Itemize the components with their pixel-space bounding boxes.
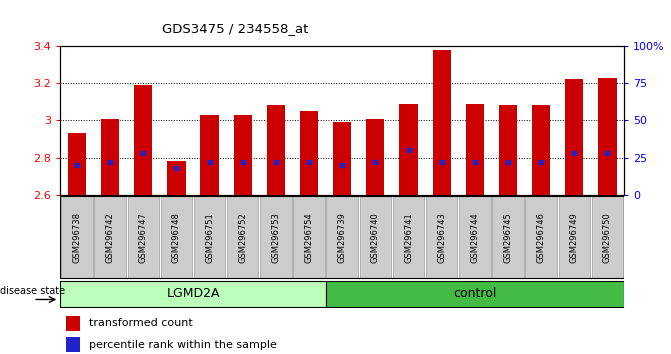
Text: GSM296750: GSM296750 <box>603 212 612 263</box>
FancyBboxPatch shape <box>160 196 192 278</box>
Bar <box>333 122 352 195</box>
Text: GSM296742: GSM296742 <box>105 212 115 263</box>
Text: GSM296744: GSM296744 <box>470 212 479 263</box>
Bar <box>433 50 451 195</box>
Text: GSM296740: GSM296740 <box>371 212 380 263</box>
Text: GSM296752: GSM296752 <box>238 212 247 263</box>
FancyBboxPatch shape <box>194 196 225 278</box>
Bar <box>466 104 484 195</box>
Bar <box>68 133 86 195</box>
Text: GSM296747: GSM296747 <box>139 212 148 263</box>
FancyBboxPatch shape <box>493 196 524 278</box>
Bar <box>366 119 384 195</box>
Text: GSM296748: GSM296748 <box>172 212 181 263</box>
Text: GSM296754: GSM296754 <box>305 212 313 263</box>
Text: control: control <box>453 287 497 300</box>
Bar <box>66 316 80 331</box>
Text: GSM296738: GSM296738 <box>72 212 81 263</box>
FancyBboxPatch shape <box>426 196 458 278</box>
FancyBboxPatch shape <box>227 196 258 278</box>
Text: LGMD2A: LGMD2A <box>166 287 220 300</box>
Text: GSM296745: GSM296745 <box>503 212 513 263</box>
Bar <box>499 105 517 195</box>
FancyBboxPatch shape <box>327 196 358 278</box>
Bar <box>325 281 624 307</box>
Bar <box>267 105 285 195</box>
Bar <box>532 105 550 195</box>
Bar <box>201 115 219 195</box>
Bar <box>300 111 318 195</box>
FancyBboxPatch shape <box>127 196 159 278</box>
Text: GSM296749: GSM296749 <box>570 212 579 263</box>
Text: GSM296751: GSM296751 <box>205 212 214 263</box>
Bar <box>234 115 252 195</box>
FancyBboxPatch shape <box>360 196 391 278</box>
Text: GSM296739: GSM296739 <box>338 212 347 263</box>
Bar <box>599 78 617 195</box>
FancyBboxPatch shape <box>95 196 126 278</box>
Text: GDS3475 / 234558_at: GDS3475 / 234558_at <box>162 22 308 35</box>
Text: GSM296741: GSM296741 <box>404 212 413 263</box>
Bar <box>134 85 152 195</box>
Text: GSM296743: GSM296743 <box>437 212 446 263</box>
Text: GSM296746: GSM296746 <box>537 212 546 263</box>
Bar <box>167 161 186 195</box>
FancyBboxPatch shape <box>525 196 557 278</box>
FancyBboxPatch shape <box>592 196 623 278</box>
FancyBboxPatch shape <box>61 196 93 278</box>
Text: transformed count: transformed count <box>89 318 193 329</box>
FancyBboxPatch shape <box>393 196 424 278</box>
Bar <box>60 281 325 307</box>
Text: GSM296753: GSM296753 <box>271 212 280 263</box>
FancyBboxPatch shape <box>558 196 590 278</box>
FancyBboxPatch shape <box>260 196 292 278</box>
FancyBboxPatch shape <box>293 196 325 278</box>
Text: disease state: disease state <box>0 286 65 296</box>
Bar <box>565 79 583 195</box>
Text: percentile rank within the sample: percentile rank within the sample <box>89 339 276 350</box>
FancyBboxPatch shape <box>459 196 491 278</box>
Bar <box>66 337 80 352</box>
Bar <box>101 119 119 195</box>
Bar <box>399 104 417 195</box>
